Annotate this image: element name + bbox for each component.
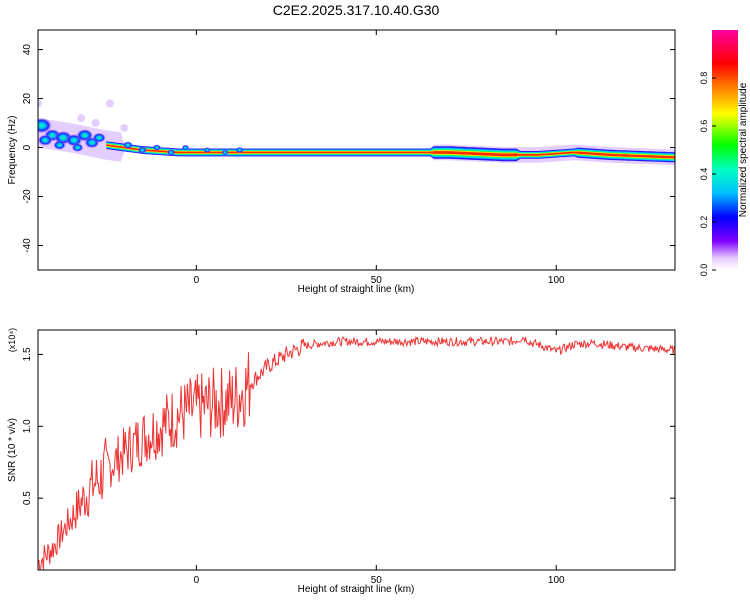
snr-plot-area bbox=[38, 335, 675, 570]
x-tick-label: 0 bbox=[194, 275, 200, 286]
x-tick-label: 100 bbox=[548, 275, 565, 286]
spectrogram-x-ticks: 0 50 100 bbox=[194, 30, 565, 286]
spectral-halo bbox=[38, 118, 675, 166]
colorbar-tick-label: 0.2 bbox=[699, 216, 709, 229]
spectral-speckle bbox=[38, 99, 42, 108]
figure-title: C2E2.2025.317.10.40.G30 bbox=[273, 2, 440, 18]
spectral-blob bbox=[181, 144, 190, 151]
x-tick-label: 100 bbox=[548, 575, 565, 586]
spectral-speckle bbox=[77, 114, 86, 123]
y-tick-label: 0 bbox=[22, 144, 33, 150]
spectral-blob bbox=[71, 143, 84, 152]
spectral-speckle bbox=[105, 99, 114, 108]
spectral-blob bbox=[92, 132, 106, 143]
snr-frame bbox=[37, 329, 676, 571]
snr-x-ticks: 0 50 100 bbox=[194, 330, 565, 586]
snr-panel: 0 50 100 0.5 1.0 1.5 Height of straight line… bbox=[7, 328, 676, 595]
spectral-blob bbox=[203, 147, 211, 153]
x-tick-label: 50 bbox=[371, 275, 383, 286]
spectrogram-frame bbox=[37, 29, 676, 271]
spectral-blob bbox=[38, 134, 53, 146]
spectral-blob bbox=[38, 118, 52, 134]
spectral-speckle bbox=[120, 123, 129, 132]
y-tick-label: 0.5 bbox=[22, 491, 33, 505]
snr-y-label: SNR (10 * v/v) bbox=[7, 418, 18, 482]
colorbar-tick-label: 0.0 bbox=[699, 264, 709, 277]
colorbar-ticks: 0.0 0.2 0.4 0.6 0.8 bbox=[699, 72, 716, 277]
spectral-blob bbox=[221, 149, 229, 156]
spectrogram-y-ticks: -40 -20 0 20 40 bbox=[22, 44, 675, 253]
colorbar-tick-label: 0.4 bbox=[699, 168, 709, 181]
ridge-band-4 bbox=[106, 144, 675, 159]
colorbar: 0.0 0.2 0.4 0.6 0.8 Normalized spectral ampl… bbox=[699, 30, 749, 276]
spectrogram-x-label: Height of straight line (km) bbox=[298, 284, 415, 295]
colorbar-label: Normalized spectral amplitude bbox=[738, 82, 749, 217]
y-tick-label: 1.0 bbox=[22, 419, 33, 433]
spectrogram-panel: 0 50 100 -40 -20 0 20 40 Height of straight li… bbox=[7, 29, 676, 295]
spectrogram-image bbox=[38, 99, 675, 166]
spectral-blob bbox=[123, 141, 133, 149]
y-tick-label: 40 bbox=[22, 44, 33, 56]
snr-x-label: Height of straight line (km) bbox=[298, 584, 415, 595]
y-tick-label: -40 bbox=[22, 238, 33, 253]
spectral-blob bbox=[167, 149, 176, 156]
spectrogram-y-label: Frequency (Hz) bbox=[7, 116, 18, 185]
spectral-blob bbox=[152, 144, 161, 151]
spectral-speckle bbox=[91, 119, 100, 128]
y-tick-label: -20 bbox=[22, 189, 33, 204]
spectral-blob bbox=[235, 147, 244, 153]
colorbar-tick-label: 0.8 bbox=[699, 72, 709, 85]
snr-multiplier: (x10⁴) bbox=[7, 328, 17, 352]
x-tick-label: 0 bbox=[194, 575, 200, 586]
snr-y-ticks: 0.5 1.0 1.5 bbox=[22, 347, 675, 505]
x-tick-label: 50 bbox=[371, 575, 383, 586]
spectral-blob bbox=[53, 140, 66, 150]
snr-series-line bbox=[38, 335, 675, 570]
colorbar-scale bbox=[712, 30, 738, 270]
spectral-blob bbox=[137, 146, 147, 154]
y-tick-label: 1.5 bbox=[22, 347, 33, 361]
y-tick-label: 20 bbox=[22, 93, 33, 105]
colorbar-tick-label: 0.6 bbox=[699, 120, 709, 133]
